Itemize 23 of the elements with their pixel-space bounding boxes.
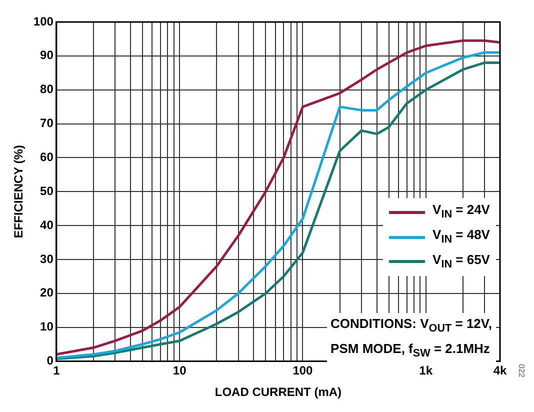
x-tick-label: 100 [292, 364, 314, 378]
y-axis-title: EFFICIENCY (%) [12, 145, 26, 238]
y-tick-label: 20 [40, 286, 54, 300]
x-tick-label: 10 [172, 364, 187, 378]
y-tick-label: 50 [40, 184, 54, 198]
y-tick-label: 100 [33, 14, 54, 28]
text: 022 [517, 364, 526, 378]
y-tick-label: 80 [40, 82, 54, 96]
legend-label: V$_{IN}$ = 65V [432, 250, 490, 272]
y-tick-label: 0 [46, 354, 54, 368]
y-tick-label: 10 [40, 320, 54, 334]
y-tick-label: 70 [40, 116, 54, 130]
legend-label: V$_{IN}$ = 48V [432, 226, 490, 248]
text: CONDITIONS: V$_{OUT}$ = 12V, PSM MODE, f$_{SW}$ = 2.1MHz [330, 316, 492, 360]
y-tick-label: 60 [40, 150, 54, 164]
legend-label: V$_{IN}$ = 24V [432, 201, 490, 223]
y-tick-label: 90 [40, 48, 54, 62]
x-tick-label: 1 [53, 364, 60, 378]
x-tick-label: 1k [419, 364, 433, 378]
x-axis-title: LOAD CURRENT (mA) [214, 385, 342, 400]
y-tick-label: 40 [40, 218, 54, 232]
y-tick-label: 30 [40, 252, 54, 266]
x-tick-label: 4k [493, 364, 507, 378]
